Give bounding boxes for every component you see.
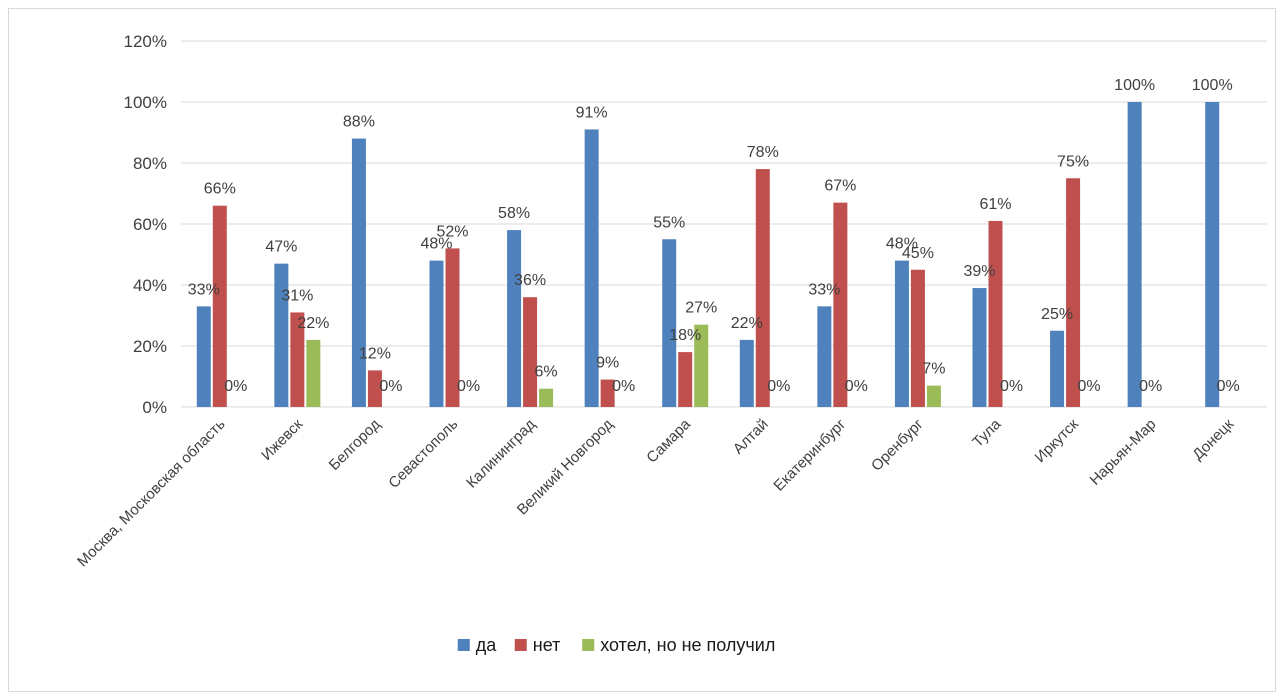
data-label: 58%	[498, 205, 530, 222]
data-label: 88%	[343, 114, 375, 131]
y-tick-label: 40%	[133, 276, 167, 295]
bar-нет-Белгород	[367, 370, 382, 407]
y-tick-label: 0%	[142, 398, 167, 417]
data-label: 39%	[963, 263, 995, 280]
data-label: 6%	[535, 364, 558, 381]
bar-нет-Севастополь	[445, 248, 460, 407]
category-label: Москва, Московская область	[74, 416, 229, 571]
y-tick-label: 80%	[133, 154, 167, 173]
bar-да-Тула	[972, 288, 987, 407]
data-label: 66%	[204, 181, 236, 198]
data-label: 91%	[576, 104, 608, 121]
data-label: 0%	[224, 378, 247, 395]
bar-нет-Екатеринбург	[833, 202, 848, 407]
bar-хотел, но не получил-Калининград	[539, 388, 554, 407]
data-label: 52%	[436, 223, 468, 240]
bar-да-Екатеринбург	[817, 306, 832, 407]
bar-да-Белгород	[351, 138, 366, 407]
bar-хотел, но не получил-Оренбург	[926, 385, 941, 407]
data-label: 36%	[514, 272, 546, 289]
bar-да-Алтай	[739, 339, 754, 407]
bar-нет-Калининград	[523, 297, 538, 407]
bar-хотел, но не получил-Ижевск	[306, 339, 321, 407]
bar-нет-Великий Новгород	[600, 379, 615, 407]
data-label: 18%	[669, 327, 701, 344]
bar-да-Донецк	[1205, 102, 1220, 407]
category-label: Ижевск	[258, 416, 306, 464]
bar-нет-Ижевск	[290, 312, 305, 407]
bar-нет-Самара	[678, 352, 693, 407]
category-label: Иркутск	[1032, 416, 1083, 467]
data-label: 33%	[188, 281, 220, 298]
data-label: 45%	[902, 245, 934, 262]
data-label: 100%	[1192, 77, 1233, 94]
legend-label: да	[476, 635, 498, 655]
category-label: Севастополь	[385, 416, 461, 492]
bar-хотел, но не получил-Самара	[694, 324, 709, 407]
bar-да-Севастополь	[429, 260, 444, 407]
data-label: 0%	[379, 378, 402, 395]
bar-нет-Тула	[988, 220, 1003, 407]
data-label: 0%	[1217, 378, 1240, 395]
legend-label: нет	[533, 635, 561, 655]
bar-chart: 0% 20% 40% 60% 80% 100% 120% 33% 66% 0% 47% 31% 22%…	[74, 32, 1267, 655]
bar-да-Калининград	[507, 230, 522, 407]
data-label: 47%	[265, 239, 297, 256]
data-label: 33%	[808, 281, 840, 298]
y-tick-label: 120%	[124, 32, 167, 51]
data-label: 48%	[886, 236, 918, 253]
data-label: 100%	[1114, 77, 1155, 94]
bar-да-Оренбург	[894, 260, 909, 407]
category-label: Калининград	[463, 416, 539, 492]
category-label: Тула	[969, 415, 1005, 451]
data-label: 25%	[1041, 306, 1073, 323]
data-label: 0%	[612, 378, 635, 395]
y-tick-label: 100%	[124, 93, 167, 112]
bar-да-Иркутск	[1050, 330, 1065, 407]
data-label: 0%	[1000, 378, 1023, 395]
bar-нет-Алтай	[755, 169, 770, 407]
data-label: 67%	[824, 178, 856, 195]
data-label: 0%	[767, 378, 790, 395]
data-label: 0%	[457, 378, 480, 395]
data-label: 31%	[281, 287, 313, 304]
chart-frame: 0% 20% 40% 60% 80% 100% 120% 33% 66% 0% 47% 31% 22%…	[8, 8, 1276, 692]
legend-label: хотел, но не получил	[600, 635, 775, 655]
data-label: 78%	[747, 144, 779, 161]
category-label: Екатеринбург	[770, 415, 849, 494]
category-label: Белгород	[326, 416, 384, 474]
bar-нет-Оренбург	[910, 269, 925, 407]
data-label: 0%	[845, 378, 868, 395]
bar-нет-Москва, Московская область	[212, 205, 227, 407]
bar-да-Москва, Московская область	[196, 306, 211, 407]
legend-swatch-хотел, но не получил	[582, 639, 595, 651]
data-label: 27%	[685, 300, 717, 317]
category-label: Нарьян-Мар	[1087, 416, 1160, 489]
data-label: 9%	[596, 355, 619, 372]
category-label: Алтай	[730, 416, 772, 458]
data-label: 12%	[359, 345, 391, 362]
category-label: Самара	[643, 415, 694, 466]
data-label: 55%	[653, 214, 685, 231]
category-label: Донецк	[1189, 416, 1237, 464]
bar-да-Ижевск	[274, 263, 289, 407]
data-label: 22%	[297, 315, 329, 332]
bar-нет-Иркутск	[1066, 178, 1081, 407]
y-tick-label: 20%	[133, 337, 167, 356]
legend-swatch-нет	[514, 639, 527, 651]
data-label: 48%	[420, 236, 452, 253]
data-label: 7%	[922, 361, 945, 378]
data-label: 61%	[979, 196, 1011, 213]
data-label: 22%	[731, 315, 763, 332]
category-label: Оренбург	[868, 415, 927, 474]
bar-да-Самара	[662, 239, 677, 407]
data-label: 0%	[1078, 378, 1101, 395]
bar-да-Великий Новгород	[584, 129, 599, 407]
y-tick-label: 60%	[133, 215, 167, 234]
data-label: 0%	[1139, 378, 1162, 395]
bar-да-Нарьян-Мар	[1127, 102, 1142, 407]
legend-swatch-да	[457, 639, 470, 651]
data-label: 75%	[1057, 153, 1089, 170]
